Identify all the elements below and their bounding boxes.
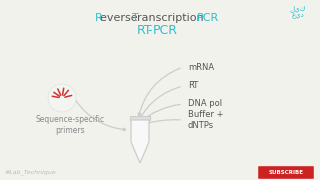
Text: everse: everse	[100, 13, 141, 23]
Text: PCR: PCR	[197, 13, 220, 23]
Circle shape	[48, 84, 76, 112]
Text: ranscription: ranscription	[137, 13, 207, 23]
Text: -: -	[148, 24, 152, 37]
Text: ليك: ليك	[290, 5, 306, 12]
Text: PCR: PCR	[153, 24, 178, 37]
Text: Sequence-specific
primers: Sequence-specific primers	[36, 115, 105, 135]
Text: R: R	[95, 13, 103, 23]
Text: DNA pol: DNA pol	[188, 100, 222, 109]
FancyBboxPatch shape	[258, 166, 314, 179]
Text: SUBSCRIBE: SUBSCRIBE	[268, 170, 303, 175]
Polygon shape	[130, 116, 150, 120]
Text: T: T	[132, 13, 139, 23]
Text: #Lab_Technique: #Lab_Technique	[5, 169, 57, 175]
Text: RT: RT	[137, 24, 152, 37]
Text: mRNA: mRNA	[188, 62, 214, 71]
Text: Buffer +
dNTPs: Buffer + dNTPs	[188, 110, 223, 130]
Text: RT: RT	[188, 82, 198, 91]
Text: عيد: عيد	[292, 13, 304, 19]
Polygon shape	[131, 120, 149, 163]
